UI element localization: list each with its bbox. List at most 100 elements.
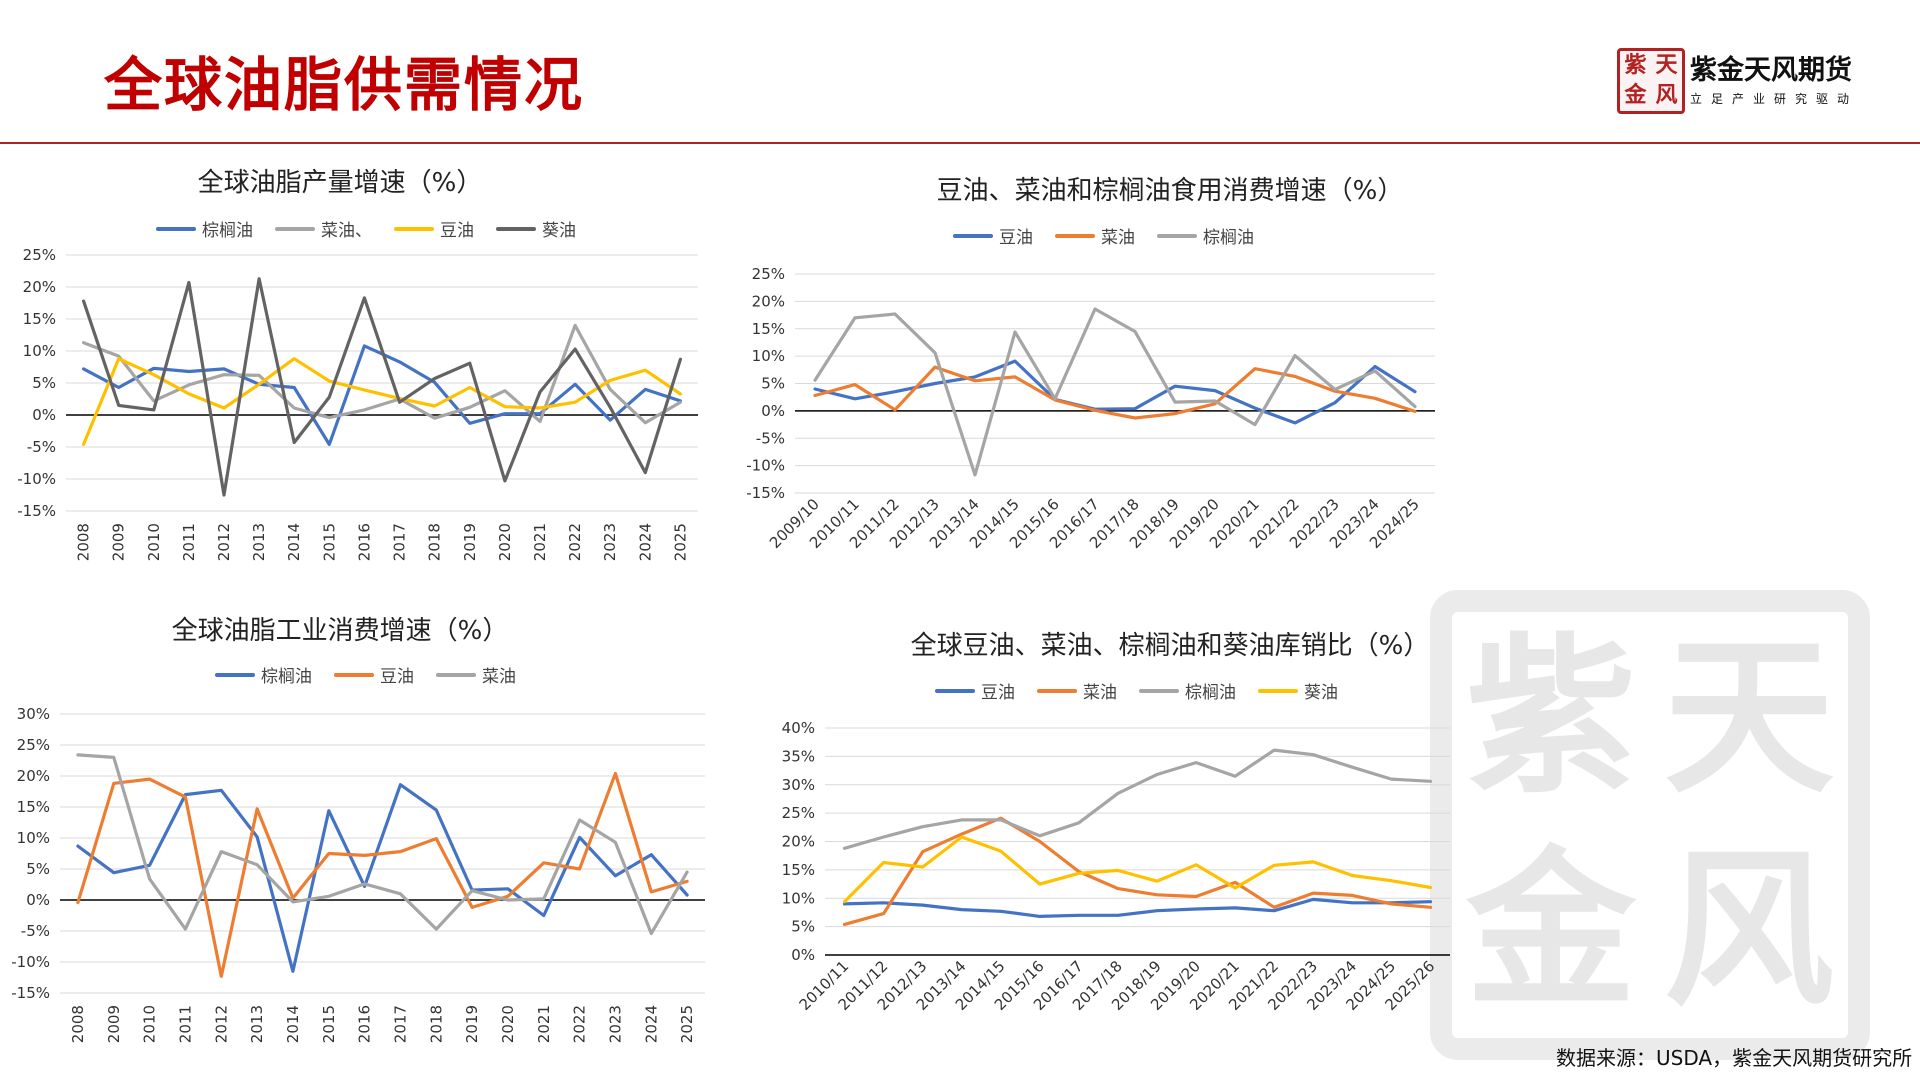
data-source-note: 数据来源：USDA，紫金天风期货研究所 (1556, 1046, 1913, 1070)
y-tick-label: 20% (17, 767, 50, 785)
legend-swatch (436, 672, 476, 677)
header-divider (0, 142, 1920, 144)
series-line (76, 753, 689, 936)
legend-swatch (1055, 233, 1095, 238)
y-tick-label: -5% (21, 922, 50, 940)
y-tick-label: -10% (11, 953, 50, 971)
legend-item: 豆油 (334, 662, 414, 687)
x-tick-label: 2022 (566, 523, 584, 561)
y-tick-label: -15% (17, 502, 56, 520)
legend-label: 棕榈油 (1185, 683, 1236, 703)
y-tick-label: 5% (26, 860, 50, 878)
legend-label: 菜油 (1083, 683, 1117, 703)
y-tick-label: 20% (23, 278, 56, 296)
watermark-char: 天 (1663, 617, 1834, 817)
logo-seal-char: 风 (1655, 82, 1678, 108)
chart-title-stock-to-use: 全球豆油、菜油、棕榈油和葵油库销比（%） (910, 631, 1430, 661)
series-line (842, 748, 1433, 850)
x-tick-label: 2014 (285, 523, 303, 561)
legend-swatch (275, 226, 315, 231)
y-tick-label: -5% (27, 438, 56, 456)
series-line (81, 277, 683, 497)
x-tick-label: 2012 (215, 523, 233, 561)
x-tick-label: 2018 (427, 1005, 445, 1043)
x-tick-label: 2015 (320, 1005, 338, 1043)
x-tick-label: 2023 (606, 1005, 624, 1043)
y-tick-label: 15% (17, 798, 50, 816)
x-tick-label: 2019 (463, 1005, 481, 1043)
y-tick-label: 40% (782, 719, 815, 737)
legend-label: 豆油 (999, 228, 1033, 248)
x-tick-label: 2025 (671, 523, 689, 561)
y-tick-label: 25% (752, 265, 785, 283)
series-line (76, 783, 689, 973)
x-tick-label: 2010 (141, 1005, 159, 1043)
legend-industrial-consumption: 棕榈油 豆油 菜油 (215, 662, 516, 687)
y-tick-label: -10% (746, 457, 785, 475)
y-tick-label: 0% (26, 891, 50, 909)
chart-title-industrial-consumption: 全球油脂工业消费增速（%） (171, 616, 509, 646)
x-tick-label: 2020 (496, 523, 514, 561)
legend-production-growth: 棕榈油 菜油、 豆油 葵油 (156, 216, 576, 241)
x-tick-label: 2013 (250, 523, 268, 561)
x-tick-label: 2010 (145, 523, 163, 561)
watermark-char: 紫 (1465, 617, 1636, 817)
legend-swatch (496, 226, 536, 231)
legend-item: 棕榈油 (1157, 223, 1254, 248)
y-tick-label: 25% (782, 804, 815, 822)
x-tick-label: 2019 (461, 523, 479, 561)
legend-item: 豆油 (953, 223, 1033, 248)
legend-label: 菜油 (1101, 228, 1135, 248)
y-tick-label: 5% (761, 375, 785, 393)
y-tick-label: -10% (17, 470, 56, 488)
y-tick-label: 5% (32, 374, 56, 392)
x-tick-label: 2008 (75, 523, 93, 561)
x-tick-label: 2017 (391, 1005, 409, 1043)
legend-item: 棕榈油 (215, 662, 312, 687)
legend-label: 葵油 (1304, 683, 1338, 703)
x-tick-label: 2009 (105, 1005, 123, 1043)
legend-item: 菜油、 (275, 216, 372, 241)
watermark-seal: 紫 天 金 风 (1430, 590, 1870, 1060)
legend-item: 葵油 (496, 216, 576, 241)
legend-item: 菜油 (436, 662, 516, 687)
y-tick-label: -15% (11, 984, 50, 1002)
y-tick-label: 30% (782, 776, 815, 794)
page-title: 全球油脂供需情况 (104, 51, 585, 119)
chart-3: 0%5%10%15%20%25%30%35%40%2010/112011/122… (782, 719, 1450, 1014)
logo-name: 紫金天风期货 (1690, 55, 1852, 86)
y-tick-label: 0% (32, 406, 56, 424)
series-line (842, 816, 1433, 927)
legend-item: 葵油 (1258, 678, 1338, 703)
series-line (813, 365, 1417, 420)
logo-seal: 紫 天 金 风 (1617, 48, 1685, 114)
x-tick-label: 2023 (601, 523, 619, 561)
y-tick-label: 15% (752, 320, 785, 338)
x-tick-label: 2021 (531, 523, 549, 561)
legend-label: 豆油 (380, 667, 414, 687)
y-tick-label: 5% (791, 918, 815, 936)
x-tick-label: 2012 (212, 1005, 230, 1043)
logo-seal-char: 金 (1624, 82, 1647, 108)
legend-swatch (334, 672, 374, 677)
x-tick-label: 2018 (426, 523, 444, 561)
x-tick-label: 2014 (284, 1005, 302, 1043)
legend-swatch (935, 688, 975, 693)
y-tick-label: -15% (746, 484, 785, 502)
y-tick-label: 0% (761, 402, 785, 420)
y-tick-label: 0% (791, 946, 815, 964)
x-tick-label: 2009 (110, 523, 128, 561)
y-tick-label: 10% (23, 342, 56, 360)
legend-stock-to-use: 豆油 菜油 棕榈油 葵油 (935, 678, 1338, 703)
y-tick-label: 20% (782, 833, 815, 851)
x-tick-label: 2016 (355, 523, 373, 561)
watermark-char: 金 (1465, 830, 1636, 1030)
x-tick-label: 2008 (69, 1005, 87, 1043)
chart-2: -15% -10% -5% 0% 5% 10% 15% 20% 25% 30% 2008 2009 20… (11, 705, 705, 1043)
legend-swatch (1258, 688, 1298, 693)
series-line (813, 307, 1417, 477)
y-tick-label: 30% (17, 705, 50, 723)
x-tick-label: 2025 (678, 1005, 696, 1043)
chart-1: -15%-10%-5%0%5%10%15%20%25%2009/102010/1… (746, 265, 1435, 552)
y-tick-label: 35% (782, 747, 815, 765)
